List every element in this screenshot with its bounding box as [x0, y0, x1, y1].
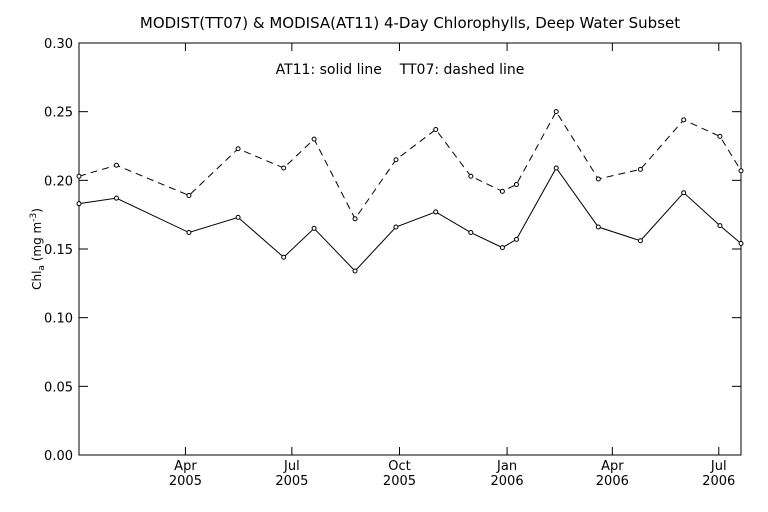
series-layer [76, 109, 744, 274]
data-point-tt07-14 [637, 166, 643, 172]
data-point-at11-1 [113, 195, 119, 201]
y-axis-label: Chla (mg m-3) [29, 208, 47, 290]
series-line-at11 [78, 167, 742, 272]
x-tick-year-2: 2005 [383, 474, 416, 489]
x-tick-year-5: 2006 [702, 474, 735, 489]
data-point-tt07-15 [681, 117, 687, 123]
data-point-tt07-8 [433, 127, 439, 133]
plot-frame [78, 42, 742, 456]
data-point-at11-16 [717, 223, 723, 229]
y-tick-label-4: 0.20 [44, 174, 73, 189]
data-point-at11-3 [235, 214, 241, 220]
data-point-at11-12 [553, 165, 559, 171]
x-tick-year-4: 2006 [596, 474, 629, 489]
y-axis-label-unit-open: (mg m [30, 222, 44, 265]
data-point-at11-13 [595, 224, 601, 230]
x-tick-month-4: Apr [601, 459, 624, 474]
data-point-at11-14 [637, 238, 643, 244]
data-point-at11-4 [281, 254, 287, 260]
data-point-at11-11 [513, 236, 519, 242]
y-tick-label-1: 0.05 [44, 380, 73, 395]
y-tick-label-5: 0.25 [44, 106, 73, 121]
x-tick-month-2: Oct [388, 459, 410, 474]
y-axis-label-unit-superscript: -3 [29, 213, 39, 222]
data-point-tt07-13 [595, 176, 601, 182]
data-point-tt07-10 [499, 188, 505, 194]
data-point-at11-2 [186, 230, 192, 236]
y-axis-label-unit-close: ) [30, 208, 44, 213]
data-point-tt07-1 [113, 162, 119, 168]
data-point-at11-6 [352, 268, 358, 274]
y-tick-label-2: 0.10 [44, 312, 73, 327]
data-point-at11-9 [468, 230, 474, 236]
data-point-at11-10 [499, 245, 505, 251]
data-point-tt07-16 [717, 133, 723, 139]
y-axis-label-subscript: a [37, 265, 47, 271]
data-point-tt07-17 [738, 168, 744, 174]
y-axis-label-main: Chl [30, 271, 44, 290]
y-axis: 0.00 0.05 0.10 0.15 0.20 0.25 0.30 [44, 37, 741, 464]
data-point-tt07-2 [186, 192, 192, 198]
data-point-tt07-9 [468, 173, 474, 179]
data-point-tt07-4 [281, 165, 287, 171]
data-point-at11-7 [393, 224, 399, 230]
x-tick-year-0: 2005 [169, 474, 202, 489]
chart-title: MODIST(TT07) & MODISA(AT11) 4-Day Chloro… [140, 14, 680, 32]
x-tick-month-0: Apr [174, 459, 197, 474]
series-tt07 [76, 109, 744, 222]
data-point-at11-0 [76, 201, 82, 207]
data-point-tt07-0 [76, 173, 82, 179]
x-axis: Apr2005Jul2005Oct2005Jan2006Apr2006Jul20… [169, 43, 735, 489]
data-point-tt07-12 [553, 109, 559, 115]
data-point-at11-5 [311, 225, 317, 231]
y-tick-label-0: 0.00 [44, 449, 73, 464]
data-point-tt07-5 [311, 136, 317, 142]
x-tick-year-1: 2005 [275, 474, 308, 489]
data-point-tt07-3 [235, 146, 241, 152]
x-tick-year-3: 2006 [491, 474, 524, 489]
data-point-tt07-6 [352, 216, 358, 222]
data-point-tt07-11 [513, 181, 519, 187]
y-tick-label-6: 0.30 [44, 37, 73, 52]
data-point-tt07-7 [393, 157, 399, 163]
legend-annotation: AT11: solid line TT07: dashed line [276, 62, 525, 78]
y-tick-label-3: 0.15 [44, 243, 73, 258]
series-line-tt07 [78, 110, 742, 220]
data-point-at11-15 [681, 190, 687, 196]
data-point-at11-8 [433, 209, 439, 215]
x-tick-month-5: Jul [710, 459, 727, 474]
series-at11 [76, 165, 744, 274]
data-point-at11-17 [738, 241, 744, 247]
x-tick-month-3: Jan [496, 459, 517, 474]
x-tick-month-1: Jul [283, 459, 300, 474]
